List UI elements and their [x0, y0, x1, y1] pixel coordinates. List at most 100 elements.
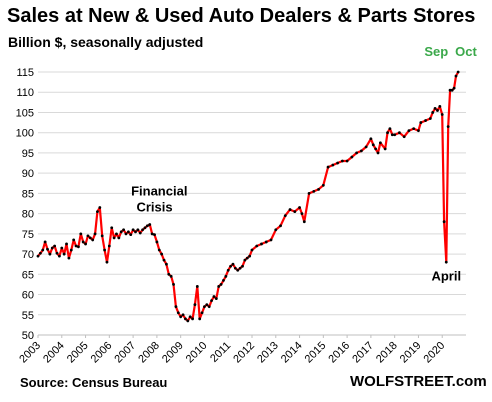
x-tick-label: 2007: [112, 340, 138, 366]
data-point: [283, 214, 287, 218]
data-point: [176, 311, 180, 315]
data-point: [236, 268, 240, 272]
x-tick-label: 2006: [89, 340, 115, 366]
data-point: [336, 161, 339, 165]
data-point: [69, 248, 73, 252]
data-point: [243, 258, 247, 262]
data-point: [298, 206, 301, 209]
data-point: [383, 147, 387, 151]
data-point: [326, 165, 330, 169]
data-point: [107, 244, 111, 248]
data-point: [359, 149, 363, 153]
data-point: [184, 317, 187, 321]
x-tick-label: 2004: [41, 340, 67, 366]
data-point: [412, 127, 416, 131]
data-point: [302, 220, 306, 224]
x-tick-label: 2009: [160, 340, 186, 366]
data-point: [41, 248, 45, 252]
y-tick-label: 75: [22, 229, 34, 241]
data-point: [312, 189, 316, 193]
y-tick-label: 50: [22, 330, 34, 342]
y-tick-label: 55: [22, 310, 34, 322]
data-point: [250, 248, 254, 252]
data-point: [224, 274, 228, 278]
data-point: [79, 232, 83, 236]
data-point: [48, 252, 52, 256]
x-tick-label: 2014: [279, 340, 305, 366]
data-point: [300, 212, 304, 216]
data-point: [58, 254, 61, 258]
data-point: [398, 131, 401, 135]
data-point: [119, 230, 123, 234]
x-tick-label: 2015: [303, 340, 329, 366]
annotation-label: Financial: [131, 183, 187, 198]
data-point: [219, 283, 223, 286]
data-point: [172, 283, 175, 286]
x-tick-label: 2011: [208, 340, 233, 365]
y-tick-label: 80: [22, 209, 34, 221]
x-tick-label: 2016: [326, 340, 352, 366]
data-point: [55, 251, 59, 255]
annotation-label: Crisis: [136, 200, 172, 215]
data-point: [269, 238, 273, 242]
data-point: [62, 252, 66, 256]
data-point: [345, 159, 349, 163]
x-tick-label: 2005: [65, 340, 91, 366]
x-tick-label: 2017: [350, 340, 376, 366]
data-point: [67, 256, 71, 260]
data-point: [60, 246, 64, 250]
data-point: [350, 155, 354, 159]
data-point: [72, 238, 76, 242]
data-point: [200, 311, 204, 315]
y-tick-label: 100: [16, 128, 34, 140]
data-point: [110, 226, 114, 230]
data-point: [126, 230, 130, 234]
data-point: [217, 285, 221, 288]
data-point: [46, 247, 49, 251]
data-point: [148, 223, 152, 226]
data-point: [436, 109, 439, 112]
data-point: [155, 240, 159, 244]
data-point: [131, 228, 135, 232]
x-tick-label: 2020: [422, 340, 448, 366]
data-point: [160, 252, 164, 256]
data-point: [100, 234, 104, 238]
data-point: [165, 262, 168, 266]
chart-subtitle: Billion $, seasonally adjusted: [8, 34, 204, 50]
data-point: [390, 133, 394, 137]
data-point: [226, 268, 230, 272]
data-point: [245, 256, 249, 260]
data-point: [198, 317, 202, 321]
data-point: [456, 70, 460, 74]
data-point: [321, 183, 325, 187]
data-point: [238, 266, 242, 270]
y-tick-label: 65: [22, 269, 34, 281]
data-point: [424, 119, 427, 122]
data-point: [417, 129, 420, 133]
y-tick-label: 95: [22, 148, 34, 160]
x-tick-label: 2018: [374, 340, 400, 366]
data-point: [157, 248, 161, 252]
x-tick-label: 2008: [136, 340, 162, 366]
x-tick-label: 2003: [17, 340, 43, 366]
data-point: [340, 159, 344, 163]
data-point: [212, 295, 216, 298]
data-point: [379, 141, 382, 145]
data-point: [145, 224, 149, 228]
data-point: [162, 258, 166, 262]
y-tick-label: 110: [16, 87, 34, 99]
data-point: [81, 240, 85, 244]
data-point: [450, 88, 454, 92]
data-point: [428, 117, 432, 120]
data-point: [53, 244, 57, 248]
data-point: [279, 224, 282, 228]
x-tick-label: 2019: [398, 340, 424, 366]
data-point: [88, 236, 92, 240]
data-point: [274, 228, 278, 232]
data-point: [86, 234, 90, 238]
data-point: [454, 74, 458, 78]
annotation-label: Oct: [455, 44, 477, 59]
series-line: [37, 71, 460, 322]
data-point: [374, 147, 378, 151]
